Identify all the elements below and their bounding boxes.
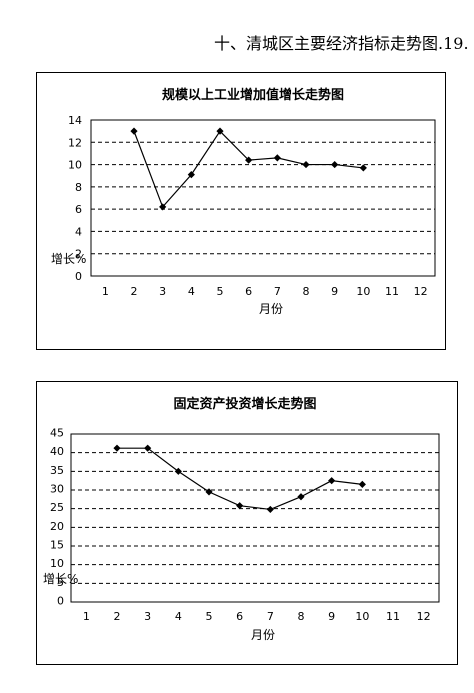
data-point-marker xyxy=(159,203,167,211)
x-axis-title: 月份 xyxy=(259,302,283,316)
x-tick-label: 7 xyxy=(274,285,281,298)
data-point-marker xyxy=(359,164,367,172)
y-tick-label: 6 xyxy=(75,203,82,216)
y-tick-label: 30 xyxy=(50,483,64,496)
y-tick-label: 2 xyxy=(75,248,82,261)
data-point-marker xyxy=(216,127,224,135)
x-tick-label: 4 xyxy=(175,610,182,623)
x-tick-label: 1 xyxy=(83,610,90,623)
y-tick-label: 14 xyxy=(68,114,82,127)
fixed-investment-chart: 固定资产投资增长走势图 0 5 10 15 20 25 30 35 40 45 1 2 3 4 5 6 7 8 9 10… xyxy=(36,381,458,665)
y-tick-label: 25 xyxy=(50,501,64,514)
x-tick-label: 9 xyxy=(331,285,338,298)
x-tick-label: 3 xyxy=(159,285,166,298)
y-tick-label: 35 xyxy=(50,464,64,477)
x-tick-label: 12 xyxy=(414,285,428,298)
x-tick-label: 8 xyxy=(298,610,305,623)
x-tick-label: 5 xyxy=(217,285,224,298)
x-tick-label: 9 xyxy=(328,610,335,623)
data-point-marker xyxy=(245,156,253,164)
x-tick-label: 5 xyxy=(206,610,213,623)
page-heading: 十、清城区主要经济指标走势图.19. xyxy=(214,34,469,53)
y-tick-label: 8 xyxy=(75,181,82,194)
x-tick-label: 2 xyxy=(131,285,138,298)
data-point-marker xyxy=(302,160,310,169)
y-tick-label: 10 xyxy=(68,159,82,172)
x-tick-label: 6 xyxy=(236,610,243,623)
x-tick-label: 7 xyxy=(267,610,274,623)
y-tick-label: 45 xyxy=(50,427,64,440)
x-tick-label: 4 xyxy=(188,285,195,298)
data-point-marker xyxy=(205,488,213,496)
y-tick-label: 20 xyxy=(50,520,64,533)
x-tick-label: 10 xyxy=(355,610,369,623)
x-axis-title: 月份 xyxy=(251,628,275,642)
plot-area xyxy=(70,433,440,603)
y-tick-label: 0 xyxy=(75,270,82,283)
y-tick-label: 10 xyxy=(50,557,64,570)
chart-title: 固定资产投资增长走势图 xyxy=(173,396,316,412)
x-tick-label: 12 xyxy=(417,610,431,623)
y-tick-label: 40 xyxy=(50,445,64,458)
y-axis-title: 增长% xyxy=(43,572,78,586)
data-point-marker xyxy=(130,127,138,135)
y-tick-label: 15 xyxy=(50,539,64,552)
y-tick-label: 0 xyxy=(57,595,64,608)
x-tick-label: 2 xyxy=(114,610,121,623)
y-tick-label: 12 xyxy=(68,136,82,149)
y-tick-label: 4 xyxy=(75,225,82,238)
x-tick-label: 3 xyxy=(144,610,151,623)
x-tick-label: 10 xyxy=(356,285,370,298)
y-axis-title: 增长% xyxy=(51,252,86,266)
x-tick-label: 1 xyxy=(102,285,109,298)
x-tick-label: 11 xyxy=(385,285,399,298)
x-tick-label: 6 xyxy=(245,285,252,298)
data-point-marker xyxy=(187,171,195,179)
chart-title: 规模以上工业增加值增长走势图 xyxy=(162,87,344,103)
x-tick-label: 8 xyxy=(303,285,310,298)
x-tick-label: 11 xyxy=(386,610,400,623)
y-tick-label: 5 xyxy=(57,576,64,589)
plot-area xyxy=(90,119,436,277)
industrial-value-chart: 规模以上工业增加值增长走势图 0 2 4 6 8 10 12 14 1 2 3 4 5 6 7 8 9 10 11 12… xyxy=(36,72,446,350)
